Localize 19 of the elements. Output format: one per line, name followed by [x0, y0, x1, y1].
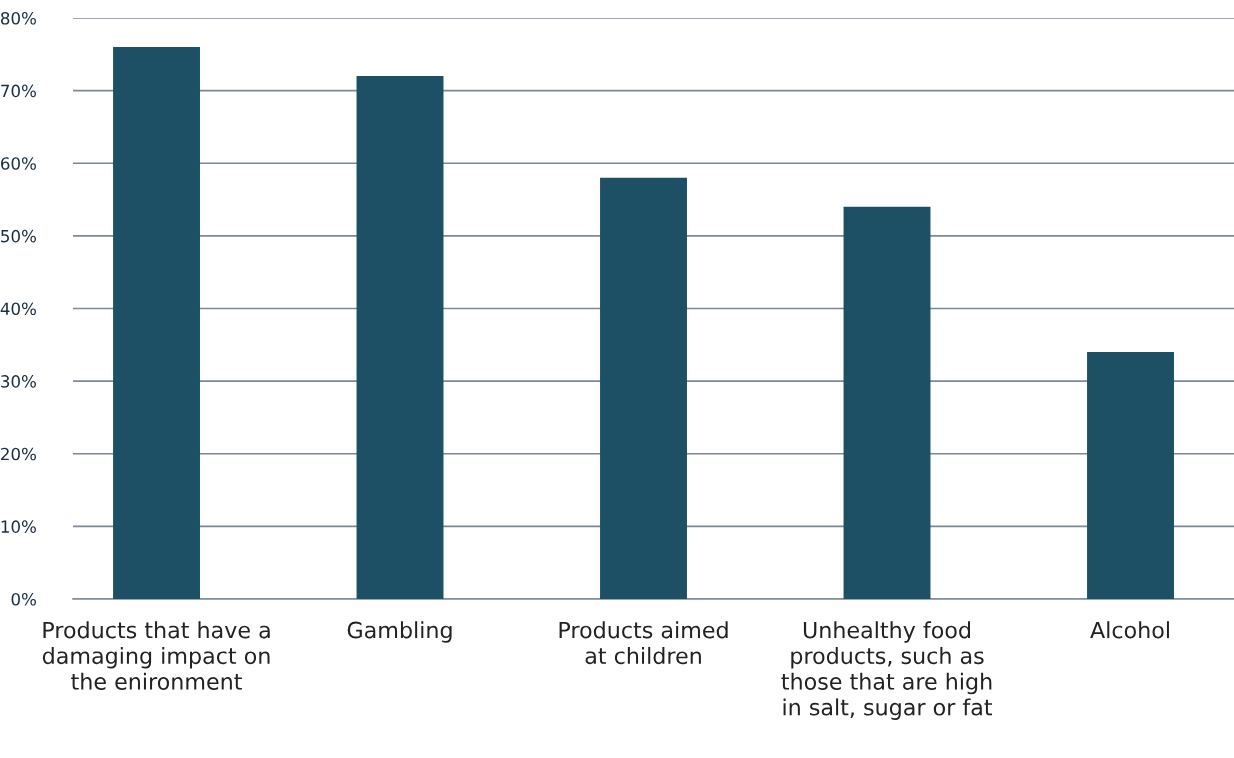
x-tick-label: Products aimed at children: [559, 621, 728, 665]
y-tick-label: 0%: [11, 592, 36, 606]
y-tick-label: 80%: [0, 11, 36, 25]
x-tick-label: Unhealthy food products, such as those that are high in salt, sugar or fat: [781, 621, 993, 720]
bar: [113, 47, 200, 599]
y-tick-label: 20%: [1, 447, 36, 461]
bar: [600, 177, 687, 599]
y-tick-label: 40%: [0, 302, 36, 316]
x-tick-label: Products that have a damaging impact on the enironment: [42, 621, 270, 690]
x-tick-label: Gambling: [347, 621, 452, 643]
y-tick-label: 50%: [1, 229, 36, 243]
y-tick-label: 70%: [1, 84, 36, 98]
bar: [843, 206, 931, 599]
x-tick-label: Alcohol: [1090, 621, 1169, 639]
y-tick-label: 10%: [1, 520, 36, 533]
bar: [1087, 352, 1174, 599]
y-tick-label: 30%: [1, 375, 36, 388]
bar: [356, 76, 444, 599]
y-tick-label: 60%: [1, 157, 36, 170]
